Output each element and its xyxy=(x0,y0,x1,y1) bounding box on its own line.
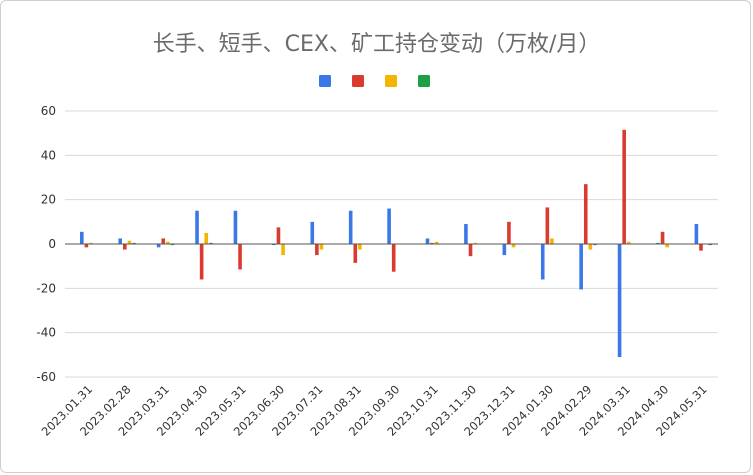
bar-s1-2023.06.30 xyxy=(272,244,276,246)
bar-s2-2023.02.28 xyxy=(123,244,127,250)
bar-s3-2023.03.31 xyxy=(166,241,170,244)
bar-s2-2023.10.31 xyxy=(430,242,434,244)
bar-s3-2024.01.30 xyxy=(550,238,554,244)
bar-s4-2024.05.31 xyxy=(708,244,712,246)
bar-s1-2023.09.30 xyxy=(387,208,391,244)
y-axis: -60 -40 -20 0 20 40 60 xyxy=(36,104,56,384)
y-tick-label: -20 xyxy=(36,281,56,295)
legend-swatch-1 xyxy=(319,75,331,87)
bar-s2-2023.11.30 xyxy=(468,244,473,257)
legend-swatch-3 xyxy=(385,75,397,87)
bar-s3-2023.08.31 xyxy=(358,244,362,250)
bar-s1-2024.03.31 xyxy=(617,244,622,358)
legend xyxy=(319,75,430,87)
bar-s1-2023.04.30 xyxy=(195,210,199,244)
bar-s3-2023.04.30 xyxy=(204,232,209,244)
bar-s1-2023.02.28 xyxy=(118,238,123,244)
bar-s3-2023.12.31 xyxy=(511,244,516,248)
legend-swatch-2 xyxy=(352,75,364,87)
bar-s2-2023.06.30 xyxy=(276,227,281,244)
chart-title: 长手、短手、CEX、矿工持仓变动（万枚/月） xyxy=(152,32,601,57)
bar-s2-2023.12.31 xyxy=(507,221,511,244)
bar-s1-2023.10.31 xyxy=(425,238,430,244)
y-tick-label: 60 xyxy=(41,104,56,118)
bar-s3-2023.07.31 xyxy=(319,244,324,250)
bar-s3-2024.03.31 xyxy=(626,241,631,244)
legend-swatch-4 xyxy=(418,75,430,87)
bar-s3-2023.01.31 xyxy=(89,242,93,244)
bar-s3-2023.11.30 xyxy=(473,242,477,244)
bar-s2-2023.04.30 xyxy=(199,244,204,280)
bar-s4-2024.02.29 xyxy=(593,244,597,246)
bar-s2-2024.01.30 xyxy=(545,207,550,244)
y-tick-label: 20 xyxy=(41,193,56,207)
bar-s2-2024.02.29 xyxy=(583,184,588,244)
bar-s2-2024.03.31 xyxy=(622,129,626,244)
bar-s1-2023.07.31 xyxy=(310,221,315,244)
y-tick-label: 40 xyxy=(41,148,56,162)
gridlines xyxy=(65,110,718,378)
y-tick-label: -40 xyxy=(36,326,56,340)
bar-s4-2023.03.31 xyxy=(170,244,175,246)
bar-s1-2023.11.30 xyxy=(464,224,468,244)
bar-s1-2023.03.31 xyxy=(156,244,161,248)
bar-s1-2024.01.30 xyxy=(540,244,545,280)
bar-s1-2023.08.31 xyxy=(348,210,353,244)
bar-s3-2023.02.28 xyxy=(127,240,132,244)
bar-s2-2023.03.31 xyxy=(161,238,166,244)
bar-s2-2023.05.31 xyxy=(238,244,242,270)
bar-s2-2023.01.31 xyxy=(84,244,89,248)
bar-s2-2024.04.30 xyxy=(660,231,665,244)
bar-s1-2023.12.31 xyxy=(502,244,507,256)
bar-s1-2023.05.31 xyxy=(233,210,238,244)
bar-s2-2023.09.30 xyxy=(391,244,396,272)
bars xyxy=(80,129,712,358)
bar-s2-2023.07.31 xyxy=(315,244,319,256)
bar-s2-2024.05.31 xyxy=(699,244,703,251)
bar-s1-2024.02.29 xyxy=(579,244,583,290)
x-axis: 2023.01.312023.02.282023.03.312023.04.30… xyxy=(39,382,710,438)
bar-s1-2023.01.31 xyxy=(80,231,84,244)
bar-s3-2024.02.29 xyxy=(588,244,593,250)
bar-s1-2024.05.31 xyxy=(694,224,699,244)
bar-s4-2023.02.28 xyxy=(132,242,136,244)
bar-s3-2023.06.30 xyxy=(281,244,285,256)
y-tick-label: 0 xyxy=(48,237,56,251)
bar-s2-2023.08.31 xyxy=(353,244,358,263)
y-tick-label: -60 xyxy=(36,370,56,384)
bar-s3-2023.10.31 xyxy=(434,241,439,244)
bar-s3-2024.04.30 xyxy=(665,244,669,248)
bar-s4-2023.04.30 xyxy=(209,242,213,244)
bar-s1-2024.04.30 xyxy=(656,242,660,244)
